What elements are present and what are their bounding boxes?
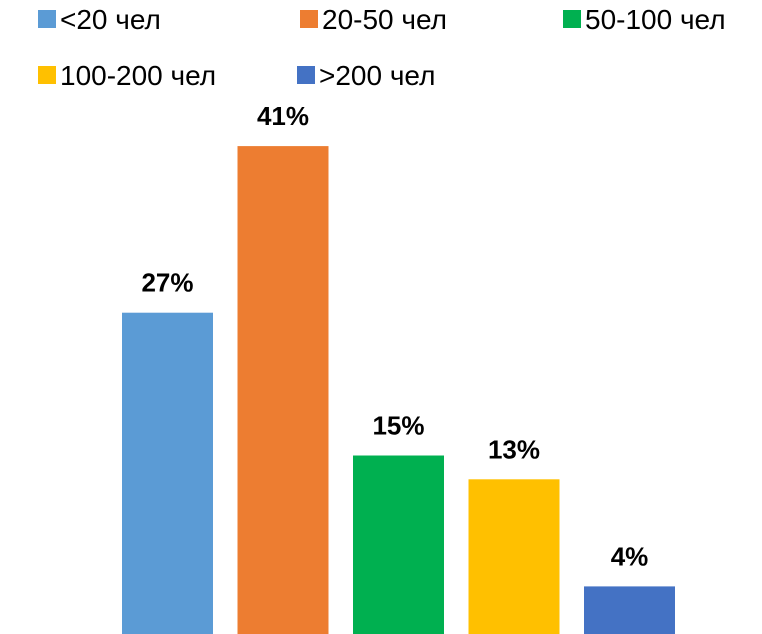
- legend-entry-3: 50-100 чел: [563, 4, 726, 35]
- bar-3: [353, 455, 444, 634]
- bars: [122, 146, 675, 634]
- bar-1: [122, 312, 213, 634]
- data-label-4: 13%: [488, 434, 540, 464]
- data-label-5: 4%: [611, 541, 649, 571]
- bar-5: [584, 586, 675, 634]
- legend-entry-5: >200 чел: [297, 60, 435, 91]
- data-label-1: 27%: [141, 268, 193, 298]
- legend: <20 чел 20-50 чел 50-100 чел 100-200 чел >20…: [38, 4, 726, 91]
- data-label-2: 41%: [257, 101, 309, 131]
- legend-entry-1: <20 чел: [38, 4, 161, 35]
- legend-swatch-5: [297, 66, 315, 84]
- legend-label-4: 100-200 чел: [60, 60, 216, 91]
- legend-entry-2: 20-50 чел: [300, 4, 447, 35]
- bar-2: [237, 146, 329, 634]
- legend-swatch-2: [300, 10, 318, 28]
- legend-label-5: >200 чел: [319, 60, 435, 91]
- legend-label-3: 50-100 чел: [585, 4, 726, 35]
- data-labels: 27% 41% 15% 13% 4%: [141, 101, 648, 571]
- bar-4: [468, 479, 560, 634]
- legend-entry-4: 100-200 чел: [38, 60, 216, 91]
- legend-label-2: 20-50 чел: [322, 4, 447, 35]
- legend-label-1: <20 чел: [60, 4, 161, 35]
- data-label-3: 15%: [372, 411, 424, 441]
- legend-swatch-1: [38, 10, 56, 28]
- legend-swatch-3: [563, 10, 581, 28]
- legend-swatch-4: [38, 66, 56, 84]
